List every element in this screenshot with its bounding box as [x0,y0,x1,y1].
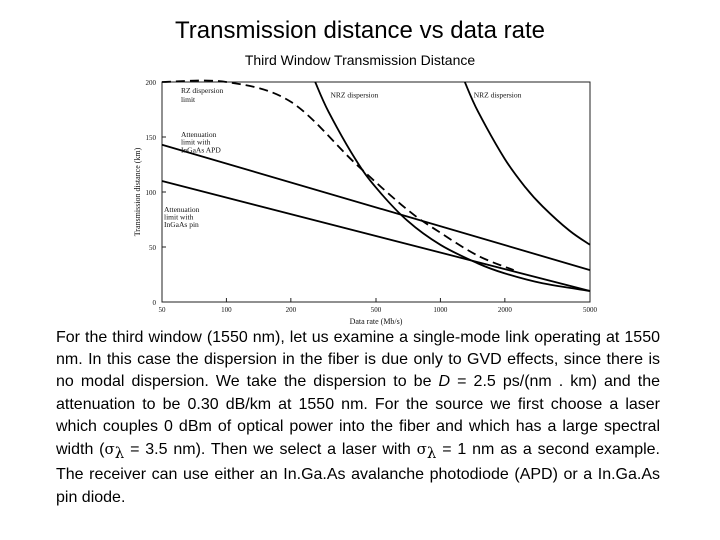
y-tick-label: 50 [149,244,157,252]
annotation-label: InGaAs APD [181,145,221,154]
annotation-label: InGaAs pin [164,220,199,229]
series-line [314,81,591,292]
plot-frame [161,81,591,303]
y-tick-label: 200 [146,79,157,87]
lambda-subscript: λ [426,444,437,463]
series-line [161,180,591,292]
x-tick-label: 50 [159,306,167,314]
page-title: Transmission distance vs data rate [175,17,545,44]
annotation-label: RZ dispersion [181,86,224,95]
x-tick-label: 2000 [498,306,512,314]
sigma-symbol: σ [416,440,427,459]
page-subtitle: Third Window Transmission Distance [244,52,476,68]
paragraph-text-4: = 1 nm as a second example. The receiver… [56,441,661,506]
annotation-label: limit with [164,213,194,222]
x-tick-label: 500 [371,306,382,314]
series-line [463,81,591,246]
x-tick-label: 5000 [583,306,598,314]
paragraph-text-1: For the third window (1550 nm), let us e… [56,329,660,391]
annotation-label: limit with [181,138,211,147]
annotation-label: Attenuation [181,130,217,139]
paragraph-text-2: = 2.5 ps/(nm . km) and the attenuation t… [56,373,661,459]
y-axis-label: Transmission distance (km) [133,147,142,236]
x-axis-label: Data rate (Mb/s) [350,317,403,326]
series-line [161,143,591,271]
x-tick-label: 100 [221,306,232,314]
annotation-label: NRZ dispersion [474,90,522,99]
x-tick-label: 200 [286,306,297,314]
paragraph-text-3: = 3.5 nm). Then we select a laser with [124,441,417,459]
lambda-subscript: λ [114,444,125,463]
y-tick-label: 150 [146,134,157,142]
dispersion-symbol: D [438,373,451,391]
annotation-label: limit [181,95,196,104]
description-paragraph: For the third window (1550 nm), let us e… [56,327,660,509]
annotation-label: Attenuation [164,205,200,214]
y-tick-label: 0 [153,299,157,307]
annotation-label: NRZ dispersion [331,90,379,99]
x-tick-label: 1000 [433,306,448,314]
series-line [161,79,515,271]
y-tick-label: 100 [146,189,157,197]
sigma-symbol: σ [104,440,115,459]
